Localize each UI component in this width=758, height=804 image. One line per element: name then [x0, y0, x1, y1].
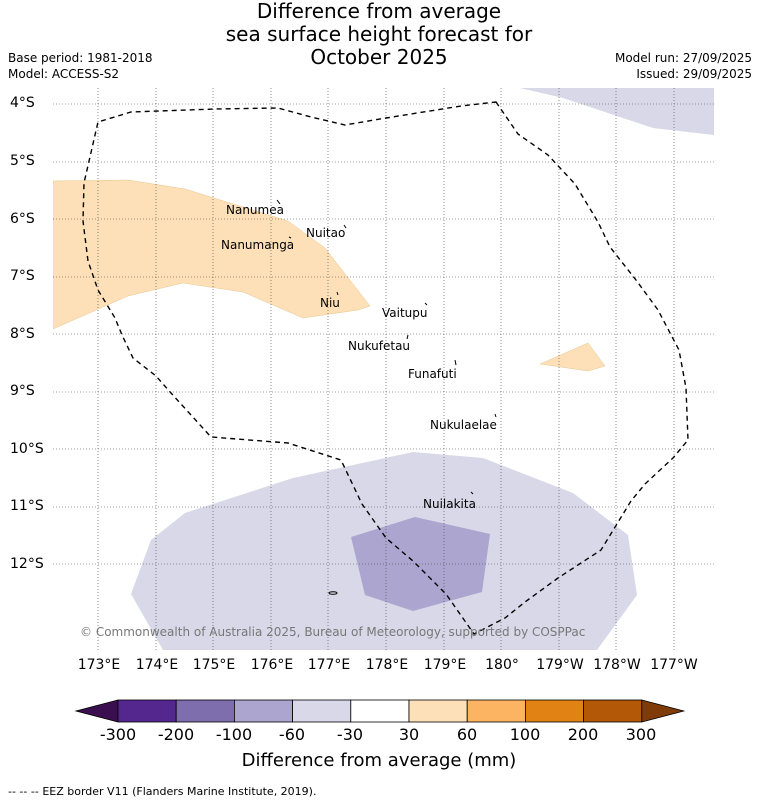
island-label-nukulaelae: Nukulaelae: [430, 418, 497, 432]
model-run: Model run: 27/09/2025: [614, 51, 752, 65]
lon-label-177e: 177°E: [307, 657, 351, 673]
eez-border: [82, 101, 689, 635]
base-period: Base period: 1981-2018: [8, 51, 153, 65]
colorbar-label-minus-200: -200: [157, 725, 195, 744]
colorbar-label-minus-100: -100: [215, 725, 253, 744]
colorbar-cell: [117, 699, 177, 723]
island-mark-funafuti: [454, 359, 457, 366]
lat-label-7s: 7°S: [10, 268, 35, 284]
title-line-2: sea surface height forecast for: [225, 22, 533, 46]
lat-label-9s: 9°S: [10, 383, 35, 399]
island-mark-small-reef: [328, 591, 338, 595]
lat-label-12s: 12°S: [10, 556, 44, 572]
lon-label-173e: 173°E: [77, 657, 121, 673]
island-label-vaitupu: Vaitupu: [382, 306, 428, 320]
colorbar-label-200: 200: [567, 725, 599, 744]
model-name: Model: ACCESS-S2: [8, 67, 120, 81]
title-line-3: October 2025: [310, 45, 448, 69]
island-mark-nanumea: [276, 199, 281, 205]
lat-label-5s: 5°S: [10, 153, 35, 169]
lat-label-4s: 4°S: [10, 95, 35, 111]
island-label-nuitao: Nuitao: [306, 226, 345, 240]
island-mark-nukulaelae: [494, 413, 497, 418]
colorbar: [74, 699, 686, 723]
lon-label-180: 180°: [485, 657, 519, 673]
map-gridlines: [53, 88, 714, 651]
island-label-nanumanga: Nanumanga: [221, 238, 294, 252]
colorbar-cell: [233, 699, 293, 723]
island-mark-nukufetau: [406, 334, 409, 340]
island-markers: [276, 199, 497, 595]
colorbar-label-minus-60: -60: [278, 725, 306, 744]
eez-source-text: EEZ border V11 (Flanders Marine Institut…: [42, 785, 317, 798]
colorbar-cell: [525, 699, 585, 723]
island-label-niu: Niu: [320, 296, 340, 310]
sea-level-map: Nanumea Nuitao Nanumanga Niu Vaitupu Nuk…: [53, 88, 714, 651]
copyright-notice: © Commonwealth of Australia 2025, Bureau…: [80, 625, 585, 639]
lon-label-179e: 179°E: [423, 657, 467, 673]
island-label-nanumea: Nanumea: [226, 203, 284, 217]
lon-label-179w: 179°W: [536, 657, 584, 673]
colorbar-label-minus-30: -30: [336, 725, 364, 744]
island-label-nukufetau: Nukufetau: [348, 339, 410, 353]
colorbar-cell: [292, 699, 352, 723]
title-line-1: Difference from average: [256, 0, 502, 23]
lon-label-178e: 178°E: [365, 657, 409, 673]
island-mark-nuitao: [343, 224, 347, 229]
island-label-nuilakita: Nuilakita: [423, 497, 476, 511]
lat-label-11s: 11°S: [10, 498, 44, 514]
colorbar-cell: [350, 699, 410, 723]
anomaly-positive-30-60: [53, 179, 606, 372]
issued-date: Issued: 29/09/2025: [636, 67, 752, 81]
colorbar-title: Difference from average (mm): [241, 750, 517, 771]
colorbar-cell: [175, 699, 235, 723]
eez-line-symbol: -- -- --: [8, 785, 39, 798]
lat-label-10s: 10°S: [10, 441, 44, 457]
lat-label-8s: 8°S: [10, 326, 35, 342]
lon-label-175e: 175°E: [192, 657, 236, 673]
colorbar-extend-high: [641, 699, 686, 723]
island-mark-niu: [336, 291, 339, 296]
island-mark-nanumanga: [288, 236, 292, 239]
colorbar-label-60: 60: [456, 725, 478, 744]
eez-footer-note: -- -- -- EEZ border V11 (Flanders Marine…: [8, 785, 316, 798]
lon-label-178w: 178°W: [593, 657, 641, 673]
colorbar-cell: [466, 699, 526, 723]
colorbar-label-300: 300: [625, 725, 657, 744]
colorbar-label-minus-300: -300: [99, 725, 137, 744]
lon-label-176e: 176°E: [250, 657, 294, 673]
colorbar-label-100: 100: [509, 725, 541, 744]
island-mark-nuilakita: [470, 491, 474, 495]
colorbar-cell: [583, 699, 643, 723]
island-label-funafuti: Funafuti: [408, 367, 457, 381]
island-mark-vaitupu: [424, 302, 428, 306]
anomaly-negative-100-60: [351, 517, 490, 611]
colorbar-label-30: 30: [398, 725, 420, 744]
colorbar-cell: [408, 699, 468, 723]
lon-label-174e: 174°E: [135, 657, 179, 673]
lon-label-177w: 177°W: [650, 657, 698, 673]
lat-label-6s: 6°S: [10, 211, 35, 227]
colorbar-extend-low: [74, 699, 119, 723]
